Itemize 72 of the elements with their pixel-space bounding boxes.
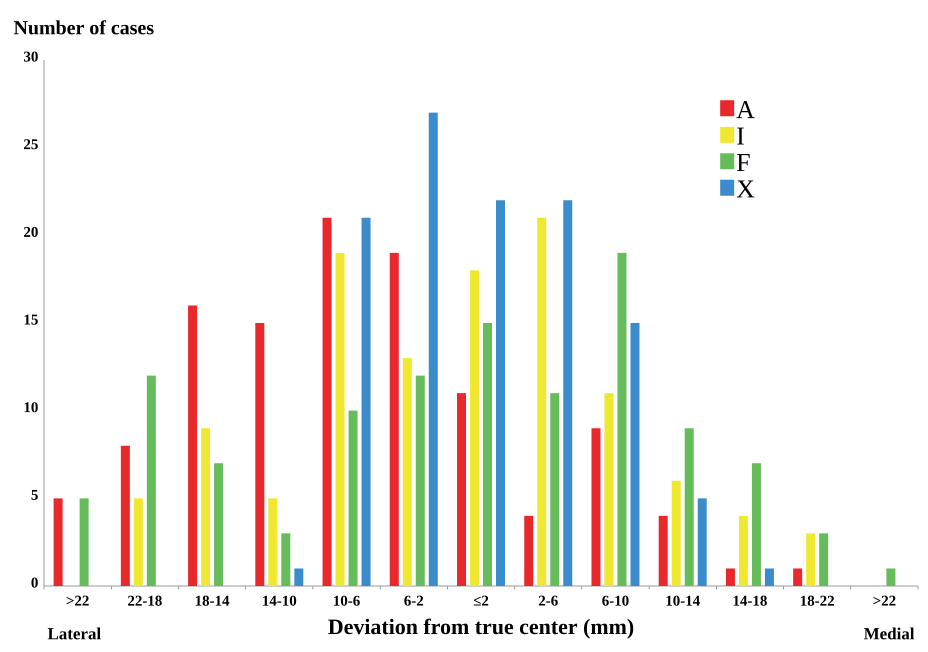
legend-label: I — [737, 128, 744, 145]
bar — [294, 568, 304, 586]
y-tick-label: 10 — [24, 402, 38, 412]
x-tick-label: 22-18 — [128, 596, 162, 606]
bar — [390, 252, 399, 586]
x-tick-label: 10-6 — [334, 596, 360, 606]
x-tick-label: 10-14 — [666, 596, 700, 606]
x-tick-label: ≤2 — [474, 596, 488, 606]
bar — [268, 498, 278, 586]
bar — [470, 270, 480, 586]
text: Lateral — [48, 628, 101, 640]
x-tick-label: 18-22 — [800, 596, 834, 606]
legend-label: X — [736, 180, 754, 198]
x-tick-label: 2-6 — [538, 596, 558, 606]
bar — [362, 218, 371, 586]
y-tick-label: 30 — [24, 52, 38, 62]
bar — [563, 200, 572, 586]
bar — [672, 480, 681, 586]
bar — [617, 252, 626, 586]
x-tick-label: >22 — [873, 596, 896, 606]
x-tick-label: 6-10 — [602, 596, 629, 606]
bar — [336, 252, 345, 586]
bar — [201, 428, 210, 586]
bar — [698, 498, 707, 586]
x-tick-label: 14-10 — [263, 596, 296, 606]
bar — [214, 463, 224, 586]
text: Medial — [864, 628, 914, 640]
bar — [80, 498, 89, 586]
bar — [54, 498, 63, 586]
bar — [524, 516, 534, 586]
bar — [457, 393, 466, 586]
bar — [726, 568, 735, 586]
bar — [591, 428, 600, 586]
bar — [764, 568, 774, 586]
y-tick-label: 25 — [24, 139, 38, 150]
bar — [550, 393, 560, 586]
bar — [806, 533, 816, 586]
bar — [281, 533, 290, 586]
bar — [322, 218, 332, 586]
bar — [537, 218, 546, 586]
bar — [402, 358, 412, 586]
legend-label: F — [736, 154, 750, 171]
bar — [255, 322, 264, 586]
bar — [134, 498, 143, 586]
y-tick-label: 0 — [31, 578, 38, 588]
bar — [658, 516, 668, 586]
bar — [496, 200, 506, 586]
bar — [630, 322, 640, 586]
bar — [604, 393, 614, 586]
x-axis-title: Deviation from true center (mm) — [328, 618, 634, 639]
bar — [752, 463, 761, 586]
x-tick-label: >22 — [66, 596, 89, 606]
bar — [188, 305, 198, 586]
bar — [819, 533, 828, 586]
y-axis-title: Number of cases — [14, 20, 154, 34]
y-tick-label: 5 — [31, 490, 38, 500]
bar — [684, 428, 694, 586]
bar — [483, 322, 492, 586]
y-tick-label: 20 — [24, 226, 38, 237]
x-tick-label: 18-14 — [196, 596, 230, 606]
bar — [738, 516, 748, 586]
bar — [416, 376, 425, 586]
bar — [428, 112, 438, 586]
bar — [793, 568, 802, 586]
bar — [146, 376, 156, 586]
x-tick-label: 14-18 — [734, 596, 767, 606]
legend-label: A — [736, 100, 755, 118]
bar — [120, 446, 130, 586]
x-tick-label: 6-2 — [404, 596, 424, 606]
bar — [886, 568, 896, 586]
bar — [348, 410, 358, 586]
y-tick-label: 15 — [24, 314, 38, 325]
